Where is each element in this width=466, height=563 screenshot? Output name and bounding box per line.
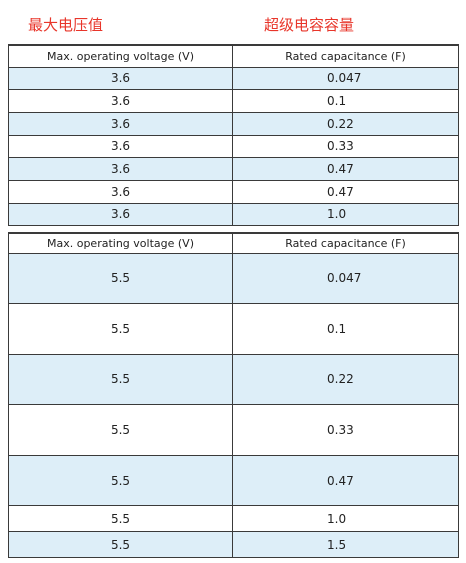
capacitance-cell: 1.5 — [232, 531, 459, 559]
capacitance-cell: 0.047 — [232, 66, 459, 91]
capacitance-cell: 0.47 — [232, 179, 459, 204]
table-header-row: Max. operating voltage (V) Rated capacit… — [8, 232, 459, 254]
voltage-heading: 最大电压值 — [28, 16, 104, 34]
capacitance-cell: 0.33 — [232, 404, 459, 456]
voltage-cell: 5.5 — [8, 303, 233, 355]
capacitance-cell: 0.33 — [232, 134, 459, 159]
voltage-cell: 5.5 — [8, 531, 233, 559]
capacitance-heading: 超级电容容量 — [264, 16, 355, 34]
voltage-cell: 5.5 — [8, 505, 233, 533]
capacitance-cell: 0.47 — [232, 157, 459, 181]
voltage-cell: 5.5 — [8, 454, 233, 507]
table-header-row: Max. operating voltage (V) Rated capacit… — [8, 44, 459, 68]
capacitance-cell: 0.1 — [232, 89, 459, 113]
table-row: 5.5 0.33 — [8, 404, 459, 456]
table-row: 3.6 0.33 — [8, 134, 459, 159]
voltage-cell: 3.6 — [8, 66, 233, 91]
voltage-cell: 5.5 — [8, 252, 233, 305]
table-row: 5.5 0.22 — [8, 353, 459, 406]
capacitance-cell: 1.0 — [232, 505, 459, 533]
capacitance-cell: 0.1 — [232, 303, 459, 355]
voltage-column-header: Max. operating voltage (V) — [8, 232, 233, 254]
voltage-cell: 5.5 — [8, 353, 233, 406]
capacitance-cell: 0.22 — [232, 111, 459, 136]
table-row: 5.5 0.47 — [8, 454, 459, 507]
voltage-cell: 5.5 — [8, 404, 233, 456]
table-row: 3.6 1.0 — [8, 202, 459, 227]
table-row: 5.5 1.5 — [8, 531, 459, 559]
voltage-cell: 3.6 — [8, 202, 233, 227]
table-row: 5.5 1.0 — [8, 505, 459, 533]
voltage-column-header: Max. operating voltage (V) — [8, 44, 233, 68]
voltage-cell: 3.6 — [8, 134, 233, 159]
capacitance-cell: 0.47 — [232, 454, 459, 507]
table-row: 3.6 0.1 — [8, 89, 459, 113]
table-row: 5.5 0.1 — [8, 303, 459, 355]
spec-table-5v5: Max. operating voltage (V) Rated capacit… — [8, 232, 459, 559]
table-row: 3.6 0.22 — [8, 111, 459, 136]
spec-table-3v6: Max. operating voltage (V) Rated capacit… — [8, 44, 459, 227]
voltage-cell: 3.6 — [8, 89, 233, 113]
table-row: 3.6 0.47 — [8, 157, 459, 181]
capacitance-cell: 1.0 — [232, 202, 459, 227]
table-row: 3.6 0.047 — [8, 66, 459, 91]
capacitance-column-header: Rated capacitance (F) — [232, 232, 459, 254]
voltage-cell: 3.6 — [8, 111, 233, 136]
table-row: 3.6 0.47 — [8, 179, 459, 204]
voltage-cell: 3.6 — [8, 157, 233, 181]
voltage-cell: 3.6 — [8, 179, 233, 204]
table-row: 5.5 0.047 — [8, 252, 459, 305]
capacitance-column-header: Rated capacitance (F) — [232, 44, 459, 68]
capacitance-cell: 0.047 — [232, 252, 459, 305]
capacitance-cell: 0.22 — [232, 353, 459, 406]
